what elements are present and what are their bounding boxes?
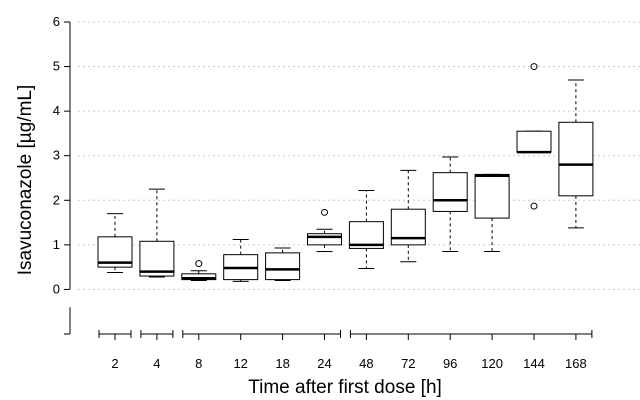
x-axis-title: Time after first dose [h] (248, 377, 442, 398)
outlier-point (195, 260, 203, 268)
y-tick-label-6: 6 (53, 14, 60, 29)
y-tick-label-1: 1 (53, 237, 60, 252)
box-body (181, 273, 217, 281)
y-tick-label-4: 4 (53, 103, 60, 118)
outlier-point (321, 208, 328, 216)
x-tick-label-12: 12 (233, 356, 247, 371)
box-body (390, 208, 426, 246)
x-tick-label-168: 168 (565, 356, 587, 371)
box-8 (181, 260, 217, 282)
box-2 (97, 213, 133, 273)
x-tick-label-8: 8 (195, 356, 202, 371)
box-body (139, 240, 175, 277)
x-tick-label-4: 4 (153, 356, 160, 371)
box-body (516, 130, 552, 153)
outlier-point (530, 63, 538, 71)
y-tick-label-0: 0 (53, 281, 60, 296)
box-body (265, 252, 301, 281)
x-tick-label-96: 96 (443, 356, 457, 371)
box-120 (474, 173, 510, 253)
outlier-point (530, 202, 538, 210)
box-18 (265, 247, 301, 282)
box-4 (139, 188, 175, 278)
y-tick-label-2: 2 (53, 192, 60, 207)
x-tick-label-120: 120 (481, 356, 503, 371)
box-168 (558, 79, 594, 229)
y-tick-label-3: 3 (53, 148, 60, 163)
box-72 (390, 169, 426, 263)
box-body (432, 172, 468, 212)
x-tick-label-18: 18 (275, 356, 289, 371)
box-24 (307, 208, 342, 253)
y-axis: 0 1 2 3 4 5 6 (53, 14, 71, 335)
box-body (558, 121, 594, 197)
box-96 (432, 156, 468, 253)
x-tick-label-2: 2 (111, 356, 118, 371)
x-tick-label-72: 72 (401, 356, 415, 371)
boxes (97, 63, 594, 282)
x-axis: 2 4 8 12 18 24 48 72 96 120 144 168 (98, 330, 593, 371)
box-body (474, 173, 510, 219)
y-axis-title: Isavuconazole [µg/mL] (15, 85, 36, 276)
x-tick-label-144: 144 (523, 356, 545, 371)
x-tick-label-48: 48 (359, 356, 373, 371)
x-tick-label-24: 24 (317, 356, 331, 371)
box-body (307, 233, 342, 246)
y-tick-label-5: 5 (53, 59, 60, 74)
box-144 (516, 63, 552, 210)
box-48 (348, 189, 384, 269)
box-12 (223, 239, 259, 282)
